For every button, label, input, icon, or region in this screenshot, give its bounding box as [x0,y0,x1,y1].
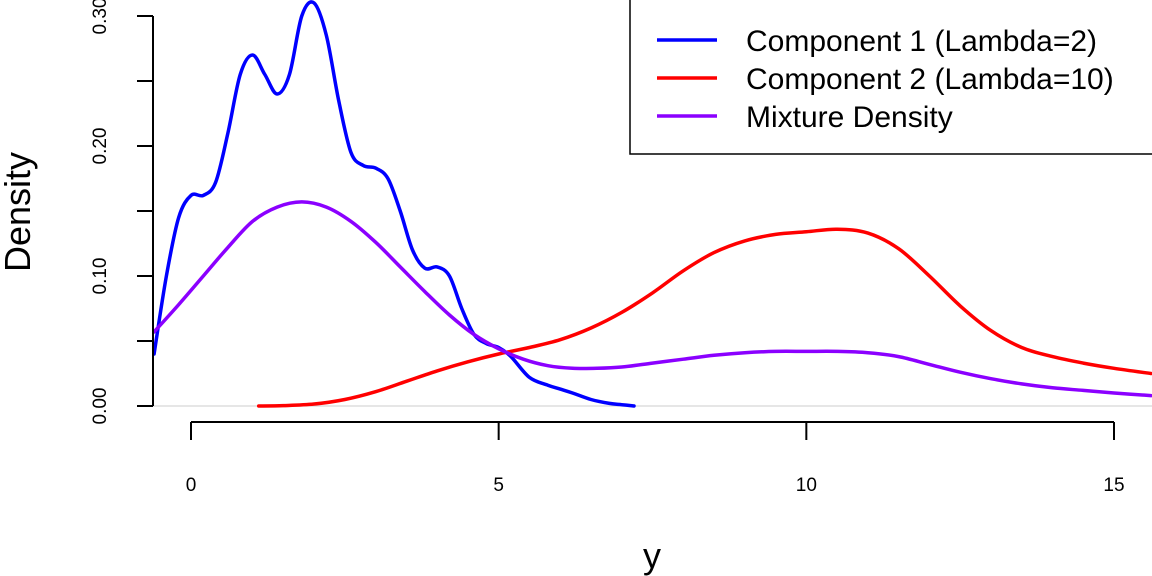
x-tick-label: 10 [796,475,817,496]
y-axis-ticks: 0.00 0.10 0.20 0.30 [90,0,153,424]
legend: Component 1 (Lambda=2) Component 2 (Lambd… [629,0,1152,155]
x-tick-label: 15 [1103,475,1124,496]
legend-label: Component 1 (Lambda=2) [746,25,1097,58]
x-axis-title: y [643,535,661,576]
y-tick-label: 0.20 [90,128,111,165]
legend-label: Component 2 (Lambda=10) [746,63,1114,96]
x-axis: 0 5 10 15 [186,421,1125,496]
plot-area [150,0,1152,408]
legend-label: Mixture Density [746,101,953,134]
y-tick-label: 0.30 [90,0,111,34]
legend-items: Component 1 (Lambda=2) Component 2 (Lambd… [657,25,1114,134]
x-tick-label: 5 [493,475,504,496]
y-axis-title: Density [0,152,38,272]
y-tick-label: 0.10 [90,258,111,295]
y-tick-label: 0.00 [90,388,111,425]
series-layer [152,0,1152,408]
y-axis: 0.00 0.10 0.20 0.30 [90,0,154,424]
x-tick-label: 0 [186,475,197,496]
series-line-1 [152,0,636,408]
x-axis-ticks: 0 5 10 15 [186,422,1125,496]
series-line-3 [152,200,1152,398]
series-line-2 [256,227,1152,408]
